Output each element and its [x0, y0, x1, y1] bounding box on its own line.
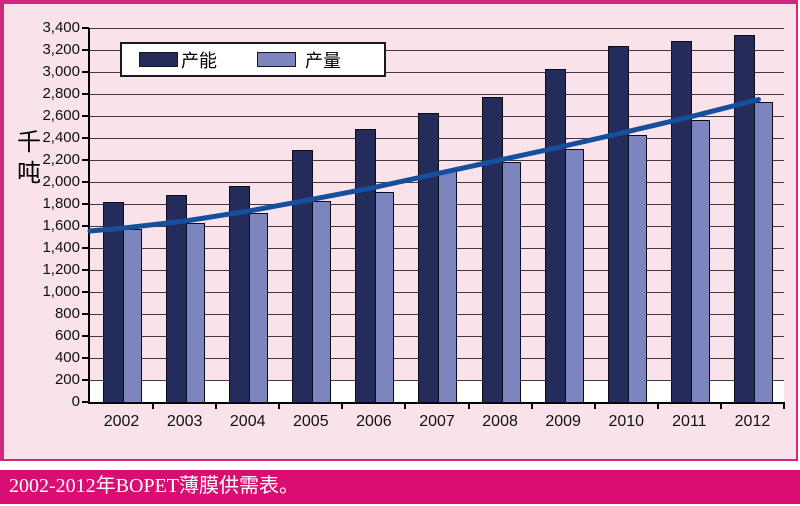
x-axis-tick — [215, 402, 218, 409]
gridline — [90, 71, 784, 73]
y-tick-label: 2,200 — [42, 151, 80, 168]
x-axis-tick — [719, 402, 722, 409]
caption-text: 2002-2012年BOPET薄膜供需表。 — [9, 475, 299, 497]
gridline — [90, 27, 784, 29]
y-tick-label: 2,400 — [42, 129, 80, 146]
y-axis-tick — [82, 203, 89, 205]
y-axis-tick — [82, 335, 89, 337]
plot-area — [87, 27, 784, 404]
bar-production-2006 — [375, 191, 395, 403]
x-axis-label: 2010 — [608, 413, 645, 430]
bar-production-2004 — [249, 212, 269, 403]
y-axis-tick — [82, 181, 89, 183]
y-axis-tick — [82, 159, 89, 161]
y-tick-label: 1,200 — [42, 261, 80, 278]
x-axis-tick — [341, 402, 344, 409]
x-axis-label: 2011 — [672, 413, 707, 430]
bar-production-2003 — [186, 222, 206, 403]
legend-label-capacity: 产能 — [181, 50, 217, 72]
legend-swatch-capacity — [139, 52, 178, 67]
y-axis-tick — [82, 71, 89, 73]
y-tick-label: 2,800 — [42, 85, 80, 102]
y-axis-tick — [82, 291, 89, 293]
y-tick-label: 1,000 — [42, 283, 80, 300]
x-axis-tick — [656, 402, 659, 409]
bar-production-2008 — [501, 162, 521, 403]
legend-label-production: 产量 — [305, 50, 341, 72]
y-tick-label: 600 — [54, 327, 80, 344]
y-axis-tick — [82, 225, 89, 227]
bar-production-2009 — [564, 149, 584, 403]
trend-line-path — [87, 97, 761, 234]
x-axis-label: 2008 — [482, 413, 518, 430]
x-axis-tick — [783, 402, 785, 409]
y-tick-label: 2,000 — [42, 173, 80, 190]
x-axis-tick — [152, 402, 155, 409]
x-axis-label: 2002 — [103, 413, 140, 430]
x-axis-label: 2007 — [419, 413, 455, 430]
x-axis-tick — [530, 402, 533, 409]
y-axis-tick — [82, 93, 89, 95]
y-axis-tick — [82, 49, 89, 51]
y-tick-label: 3,000 — [42, 63, 80, 80]
y-axis-tick — [82, 137, 89, 139]
x-axis-tick — [467, 402, 470, 409]
y-tick-label: 1,600 — [42, 217, 80, 234]
y-tick-label: 1,800 — [42, 195, 80, 212]
chart-panel: 千吨 产能 产量 0 200 400 600 800 1,000 1,200 1,400 1,6… — [0, 0, 798, 461]
x-axis-label: 2012 — [734, 413, 771, 430]
gridline — [90, 93, 784, 95]
bar-production-2005 — [312, 200, 332, 403]
x-axis-label: 2006 — [356, 413, 392, 430]
bar-production-2010 — [627, 134, 647, 403]
x-axis-label: 2005 — [293, 413, 329, 430]
bar-production-2002 — [123, 229, 142, 403]
x-axis-tick — [404, 402, 407, 409]
y-axis-tick — [82, 401, 89, 403]
legend: 产能 产量 — [120, 42, 386, 77]
y-tick-label: 400 — [54, 349, 80, 366]
x-axis-label: 2004 — [229, 413, 266, 430]
y-tick-label: 0 — [71, 393, 80, 410]
y-tick-label: 3,200 — [42, 41, 80, 58]
legend-swatch-production — [257, 52, 296, 67]
caption-bar: 2002-2012年BOPET薄膜供需表。 — [0, 470, 800, 504]
x-axis-label: 2009 — [545, 413, 581, 430]
y-axis-tick — [82, 379, 89, 381]
y-tick-label: 2,600 — [42, 107, 80, 124]
y-tick-label: 3,400 — [42, 19, 80, 36]
bar-production-2012 — [753, 101, 773, 403]
trend-line — [87, 97, 761, 234]
y-tick-label: 1,400 — [42, 239, 80, 256]
y-axis-tick — [82, 27, 89, 29]
y-axis-tick — [82, 357, 89, 359]
y-tick-label: 200 — [54, 371, 80, 388]
y-axis-tick — [82, 313, 89, 315]
y-axis-tick — [82, 269, 89, 271]
x-axis-label: 2003 — [166, 413, 203, 430]
x-axis-tick — [278, 402, 281, 409]
y-tick-label: 800 — [54, 305, 80, 322]
x-axis-tick — [593, 402, 596, 409]
y-axis-tick — [82, 115, 89, 117]
gridline — [90, 49, 784, 51]
y-axis-title: 千吨 — [17, 130, 41, 188]
y-axis-tick — [82, 247, 89, 249]
bar-production-2011 — [690, 120, 710, 403]
